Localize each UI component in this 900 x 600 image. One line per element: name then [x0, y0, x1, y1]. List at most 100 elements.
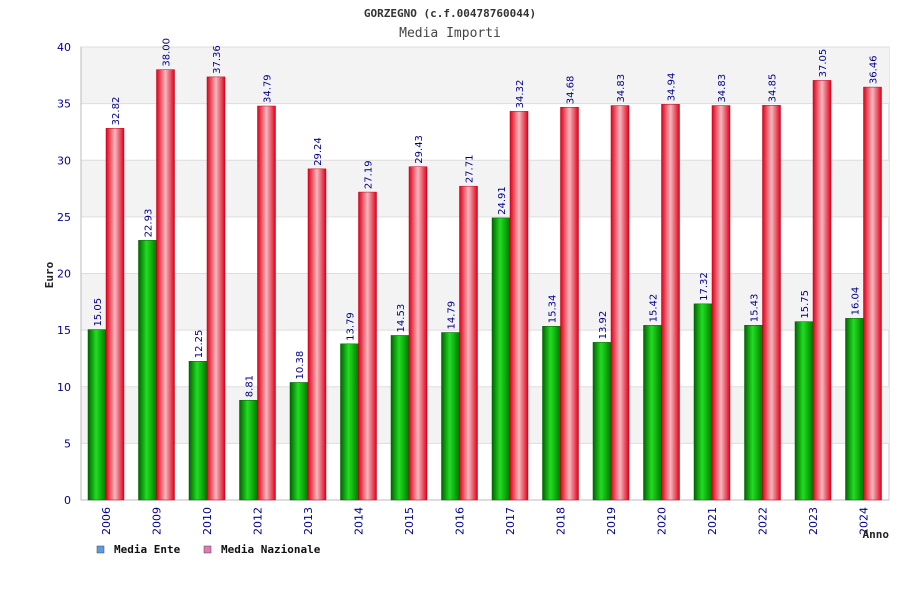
x-tick-label: 2015	[403, 507, 416, 535]
y-tick-label: 30	[57, 154, 71, 167]
x-tick-label: 2019	[605, 507, 618, 535]
bars	[87, 69, 882, 501]
x-tick-label: 2023	[807, 507, 820, 535]
x-tick-label: 2018	[555, 507, 568, 535]
bar-media-nazionale	[711, 105, 731, 501]
value-label: 37.05	[818, 49, 829, 78]
bar-media-nazionale	[408, 166, 428, 501]
x-tick-label: 2021	[706, 507, 719, 535]
value-label: 29.24	[313, 137, 324, 166]
value-label: 34.94	[667, 73, 678, 102]
bar-media-ente	[794, 321, 814, 501]
bar-media-nazionale	[358, 191, 377, 501]
value-label: 36.46	[869, 55, 880, 84]
x-tick-label: 2010	[201, 507, 214, 535]
value-label: 14.53	[396, 304, 407, 333]
y-tick-label: 40	[57, 41, 71, 54]
bar-media-ente	[693, 303, 713, 501]
value-label: 34.85	[768, 74, 779, 103]
value-label: 38.00	[162, 38, 173, 67]
legend-label-media-nazionale: Media Nazionale	[221, 543, 321, 556]
bar-media-ente	[87, 329, 107, 501]
bar-media-ente	[491, 217, 511, 501]
y-tick-labels: 0 5 10 15 20 25 30 35 40	[57, 41, 71, 507]
bar-media-nazionale	[812, 80, 832, 501]
x-tick-label: 2017	[504, 507, 517, 535]
value-label: 32.82	[111, 97, 122, 126]
bar-media-nazionale	[307, 168, 327, 501]
value-label: 15.42	[649, 294, 660, 323]
legend-swatch-media-nazionale	[203, 545, 212, 554]
value-label: 34.83	[717, 74, 728, 103]
x-tick-label: 2014	[353, 507, 366, 535]
bar-media-nazionale	[610, 105, 630, 501]
bar-media-nazionale	[156, 69, 175, 501]
bar-media-ente	[340, 343, 359, 501]
value-label: 34.68	[566, 76, 577, 105]
bar-media-nazionale	[105, 128, 125, 501]
x-tick-label: 2024	[858, 507, 871, 535]
bar-media-nazionale	[459, 185, 478, 501]
x-tick-label: 2009	[151, 507, 164, 535]
value-label: 34.32	[515, 80, 526, 109]
value-label: 14.79	[447, 301, 458, 330]
value-label: 15.43	[750, 294, 761, 323]
bar-media-ente	[239, 399, 258, 501]
x-tick-labels: 2006 2009 2010 2012 2013 2014 2015 2016 2017 2018…	[100, 507, 871, 535]
value-labels: 15.05 32.82 22.93 38.00 12.25 37.36 8.81 34.79 1…	[93, 38, 880, 397]
bar-media-ente	[744, 325, 763, 501]
value-label: 8.81	[245, 375, 256, 397]
value-label: 15.75	[800, 290, 811, 319]
y-tick-label: 15	[57, 324, 71, 337]
value-label: 10.38	[295, 351, 306, 380]
value-label: 12.25	[194, 330, 205, 359]
y-axis-label: Euro	[43, 261, 56, 288]
bar-media-ente	[542, 326, 561, 501]
bar-media-nazionale	[661, 104, 680, 501]
value-label: 24.91	[497, 186, 508, 215]
value-label: 34.79	[263, 74, 274, 103]
bar-media-ente	[188, 361, 208, 501]
x-tick-label: 2006	[100, 507, 113, 535]
y-tick-label: 20	[57, 268, 71, 281]
value-label: 37.36	[212, 45, 223, 74]
bar-media-nazionale	[560, 106, 579, 501]
y-tick-label: 35	[57, 98, 71, 111]
x-axis-label: Anno	[863, 528, 890, 541]
value-label: 15.05	[93, 298, 104, 327]
bar-media-ente	[390, 335, 410, 501]
value-label: 13.92	[598, 311, 609, 340]
value-label: 29.43	[414, 135, 425, 164]
value-label: 27.71	[465, 155, 476, 184]
legend: Media Ente Media Nazionale	[96, 543, 321, 556]
bar-media-ente	[845, 318, 864, 501]
bar-media-ente	[592, 342, 612, 501]
bar-media-nazionale	[257, 105, 276, 501]
chart-subtitle: Media Importi	[399, 26, 501, 41]
bar-media-nazionale	[206, 76, 226, 501]
value-label: 34.83	[616, 74, 627, 103]
bar-media-ente	[441, 332, 460, 501]
x-tick-label: 2013	[302, 507, 315, 535]
x-tick-label: 2020	[656, 507, 669, 535]
y-tick-label: 0	[64, 494, 71, 507]
y-tick-label: 25	[57, 211, 71, 224]
chart-title: GORZEGNO (c.f.00478760044)	[364, 7, 536, 20]
x-tick-label: 2016	[454, 507, 467, 535]
bar-media-ente	[289, 382, 309, 501]
bar-media-ente	[643, 325, 662, 501]
x-tick-label: 2022	[757, 507, 770, 535]
value-label: 15.34	[548, 295, 559, 324]
bar-media-nazionale	[509, 111, 529, 501]
value-label: 22.93	[144, 209, 155, 238]
bar-media-nazionale	[863, 86, 882, 501]
legend-swatch-media-ente	[96, 545, 105, 554]
bar-media-nazionale	[762, 105, 781, 501]
y-tick-label: 10	[57, 381, 71, 394]
bar-media-ente	[138, 240, 157, 501]
value-label: 17.32	[699, 272, 710, 301]
value-label: 16.04	[851, 287, 862, 316]
value-label: 27.19	[364, 160, 375, 189]
